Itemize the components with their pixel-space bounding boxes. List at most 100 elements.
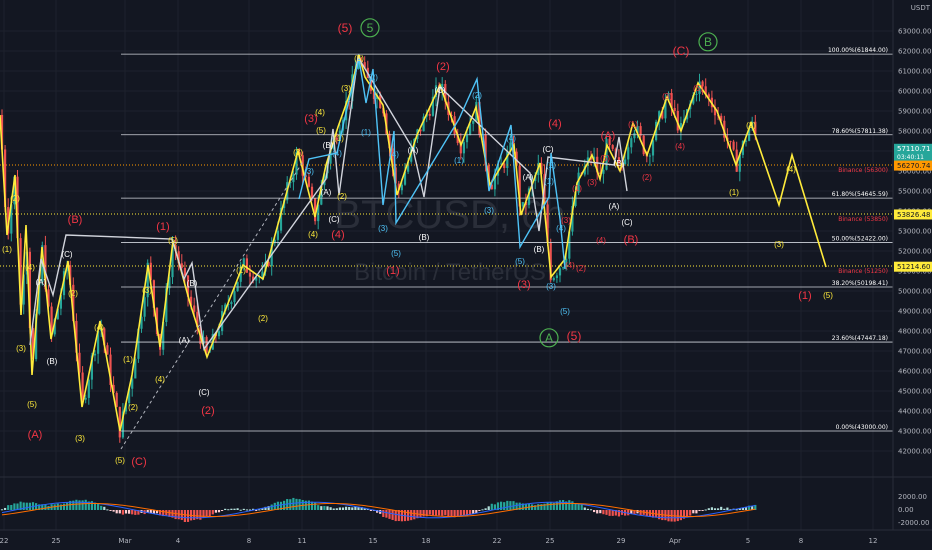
oscillator-bar: [645, 510, 648, 517]
oscillator-bar: [453, 510, 456, 518]
candle-body: [363, 62, 366, 68]
oscillator-bar: [385, 510, 388, 518]
candle-body: [698, 81, 701, 94]
oscillator-macd-line: [1, 501, 756, 519]
price-tick-label: 63000.00: [898, 28, 931, 36]
wave-label: (3): [561, 216, 571, 225]
candle-body: [692, 95, 695, 104]
wave-label: (1): [454, 156, 464, 165]
oscillator-bar: [128, 510, 131, 514]
candle-body: [611, 145, 614, 149]
oscillator-bar: [639, 510, 642, 516]
oscillator-bar: [121, 510, 124, 515]
candle-body: [407, 161, 410, 172]
candle-body: [90, 355, 93, 380]
wave-circle-marker: [539, 328, 559, 348]
candle-body: [624, 159, 627, 165]
wave-label: (1): [572, 184, 582, 193]
oscillator-bar: [236, 508, 239, 510]
price-marker-tag: [894, 261, 932, 272]
candle-body: [633, 133, 636, 139]
wave-label: (4): [548, 118, 561, 130]
oscillator-bar: [552, 503, 555, 510]
fib-retracement[interactable]: 100.00%(61844.00) 78.60%(57811.38) 61.80%(…: [121, 47, 893, 432]
candle-body: [186, 275, 190, 297]
candle-body: [276, 230, 279, 240]
candle-body: [372, 90, 376, 99]
oscillator-bar: [329, 507, 332, 510]
candle-body: [273, 239, 276, 244]
candle-body: [252, 276, 255, 281]
wave-label: (5): [693, 84, 703, 93]
oscillator-bar: [112, 510, 115, 512]
candle-body: [744, 140, 748, 142]
wave-label: (3): [378, 224, 388, 233]
oscillator-bar: [69, 500, 72, 510]
white-wave-line[interactable]: [29, 54, 628, 351]
candle-body: [279, 207, 283, 231]
binance-levels[interactable]: Binance (56300) Binance (53850) Binance (5…: [0, 164, 893, 275]
oscillator-bar: [633, 510, 636, 514]
candle-body: [230, 302, 233, 305]
oscillator-bar: [351, 507, 354, 510]
oscillator-bar: [407, 510, 410, 521]
oscillator-bar: [183, 510, 186, 522]
oscillator-bar: [465, 510, 469, 516]
oscillator-bar: [326, 506, 329, 510]
time-axis[interactable]: 22 25 Mar 4 8 11 15 18 22 25 29 Apr 5 8 12: [0, 529, 932, 545]
oscillator-bar: [509, 501, 512, 510]
blue-wave-line[interactable]: [298, 58, 566, 270]
oscillator-bar: [171, 510, 174, 518]
wave-label: (3): [517, 279, 530, 291]
oscillator-bar: [35, 503, 38, 510]
candle-body: [434, 85, 438, 97]
price-tick-label: 44000.00: [898, 408, 931, 416]
wave-label: (A): [179, 336, 190, 345]
wave-label: (3): [75, 434, 85, 443]
candle-body: [518, 165, 521, 207]
oscillator-bar: [248, 509, 252, 511]
candle-body: [131, 378, 134, 389]
oscillator-bar: [602, 510, 605, 515]
oscillator-bar: [332, 508, 335, 510]
oscillator-bar: [289, 499, 292, 510]
candle-body: [56, 308, 59, 320]
time-tick-label: 11: [298, 537, 307, 545]
oscillator-bar: [93, 502, 97, 510]
candle-body: [676, 110, 679, 131]
price-axis[interactable]: 63000.00 62000.00 61000.00 60000.00 59000.00…: [892, 0, 932, 530]
wave-label: (C): [198, 388, 209, 397]
wave-label: (5): [567, 329, 582, 343]
wave-lines[interactable]: [0, 54, 827, 432]
candle-body: [233, 291, 236, 303]
oscillator-bar: [506, 500, 509, 510]
wave-label: (B): [187, 279, 198, 288]
fib-level-label: 61.80%(54645.59): [832, 191, 888, 198]
oscillator-bar: [283, 500, 286, 510]
oscillator-bar: [323, 505, 326, 510]
candle-body: [22, 274, 25, 305]
price-tick-label: 56000.00: [898, 168, 931, 176]
yellow-wave-line[interactable]: [0, 54, 827, 432]
candle-body: [651, 140, 655, 156]
candle-body: [599, 172, 602, 174]
wave-label: (4): [389, 150, 399, 159]
price-marker-value: 56270.74: [897, 162, 931, 170]
oscillator-bar: [717, 508, 720, 510]
oscillator-bar: [441, 510, 444, 516]
oscillator-bar: [379, 510, 382, 514]
candle-body: [469, 123, 472, 135]
oscillator-bar: [103, 506, 106, 510]
candle-body: [490, 184, 493, 190]
candle-body: [456, 134, 459, 143]
candle-body: [478, 102, 481, 135]
wave-label: (B): [534, 245, 545, 254]
oscillator-bar: [562, 500, 565, 510]
wave-label: (1): [123, 355, 133, 364]
fib-level-label: 38.20%(50198.41): [832, 280, 888, 287]
candle-body: [248, 272, 252, 277]
candle-body: [549, 242, 552, 281]
oscillator-bar: [518, 502, 521, 510]
candle-body: [53, 319, 56, 335]
